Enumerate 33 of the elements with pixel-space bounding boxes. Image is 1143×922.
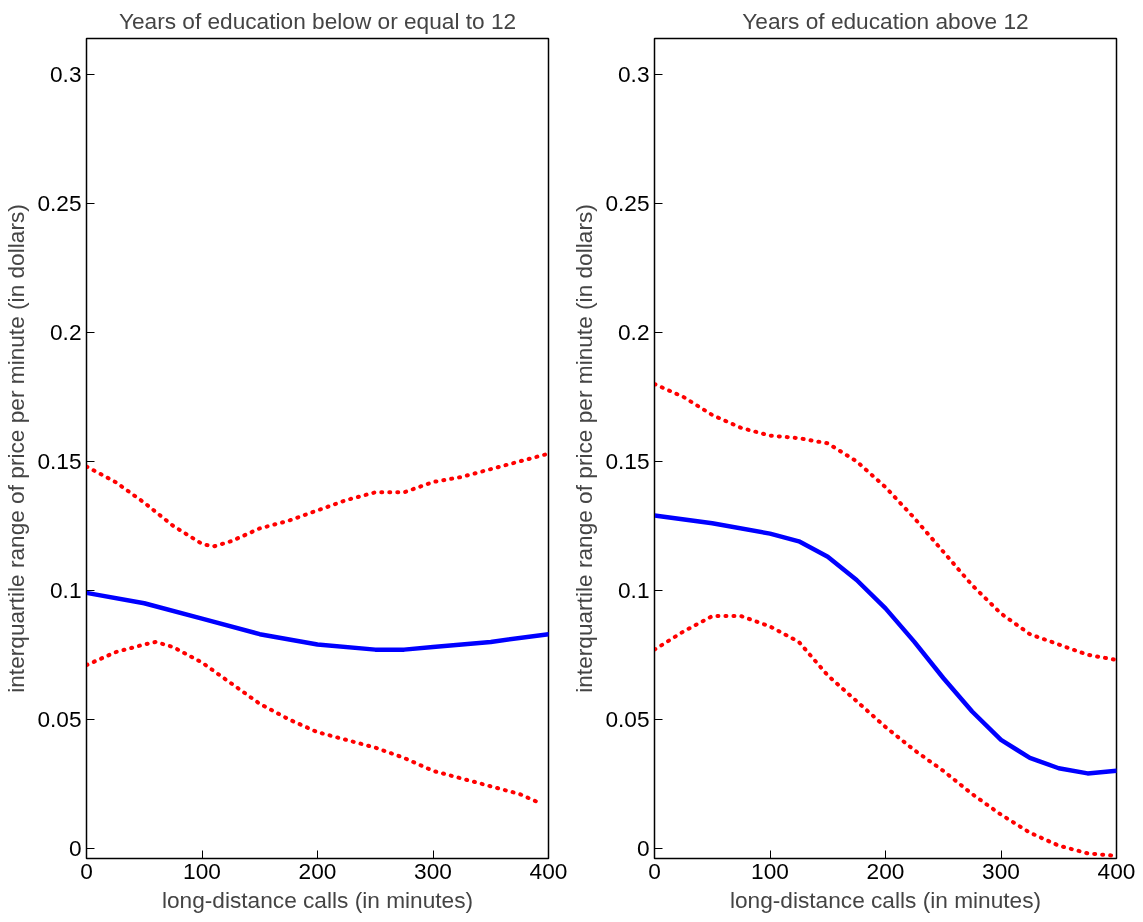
y-tick-label: 0.1 xyxy=(618,576,650,603)
line-series xyxy=(86,639,539,804)
y-tick-label: 0.15 xyxy=(37,447,82,474)
y-tick-label: 0.25 xyxy=(37,190,82,217)
line-series xyxy=(86,590,549,652)
y-tick-label: 0.05 xyxy=(605,705,650,732)
chart-title: Years of education above 12 xyxy=(742,7,1029,34)
x-tick-label: 400 xyxy=(529,857,568,884)
x-axis-title: long-distance calls (in minutes) xyxy=(161,886,474,913)
y-tick-label: 0.3 xyxy=(50,61,82,88)
y-tick-label: 0.25 xyxy=(605,190,650,217)
y-axis-title: interquartile range of price per minute (in dollars) xyxy=(3,204,30,693)
x-tick-label: 200 xyxy=(866,857,905,884)
y-axis-title: interquartile range of price per minute (in dollars) xyxy=(571,204,598,693)
y-tick-label: 0.1 xyxy=(50,576,82,603)
x-tick-label: 300 xyxy=(982,857,1020,884)
x-tick-label: 100 xyxy=(751,857,789,884)
x-tick-label: 400 xyxy=(1097,857,1136,884)
x-tick-label: 200 xyxy=(298,857,337,884)
chart-title: Years of education below or equal to 12 xyxy=(118,7,517,34)
y-tick-label: 0 xyxy=(68,834,82,861)
x-tick-label: 300 xyxy=(414,857,452,884)
line-series xyxy=(86,451,549,549)
line-series xyxy=(654,382,1117,662)
y-tick-label: 0.2 xyxy=(50,318,82,345)
y-tick-label: 0.05 xyxy=(37,705,82,732)
x-tick-label: 100 xyxy=(183,857,221,884)
x-axis-title: long-distance calls (in minutes) xyxy=(729,886,1042,913)
y-tick-label: 0.2 xyxy=(618,318,650,345)
line-series xyxy=(654,513,1117,776)
y-tick-label: 0 xyxy=(636,834,650,861)
y-tick-label: 0.3 xyxy=(618,61,650,88)
y-tick-label: 0.15 xyxy=(605,447,650,474)
